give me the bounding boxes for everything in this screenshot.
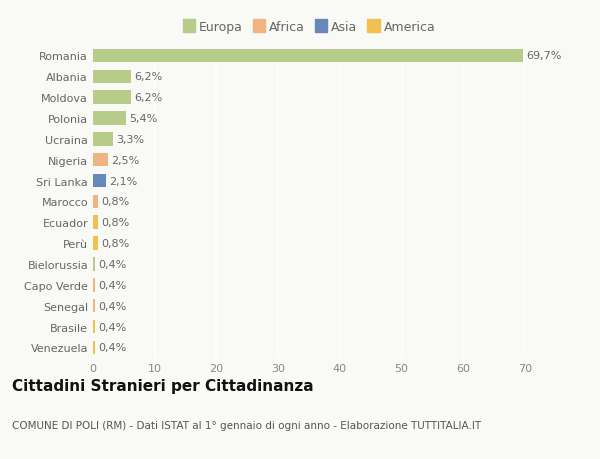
- Text: 0,8%: 0,8%: [101, 218, 129, 228]
- Bar: [93, 320, 95, 334]
- Bar: [93, 112, 127, 125]
- Bar: [93, 91, 131, 105]
- Text: COMUNE DI POLI (RM) - Dati ISTAT al 1° gennaio di ogni anno - Elaborazione TUTTI: COMUNE DI POLI (RM) - Dati ISTAT al 1° g…: [12, 420, 481, 430]
- Legend: Europa, Africa, Asia, America: Europa, Africa, Asia, America: [180, 18, 438, 37]
- Text: 0,4%: 0,4%: [98, 342, 127, 353]
- Bar: [93, 257, 95, 271]
- Bar: [93, 195, 98, 209]
- Text: 0,4%: 0,4%: [98, 259, 127, 269]
- Bar: [93, 299, 95, 313]
- Text: 0,4%: 0,4%: [98, 322, 127, 332]
- Text: 0,8%: 0,8%: [101, 197, 129, 207]
- Text: 6,2%: 6,2%: [134, 72, 163, 82]
- Text: 3,3%: 3,3%: [116, 134, 145, 145]
- Text: 6,2%: 6,2%: [134, 93, 163, 103]
- Bar: [93, 50, 523, 63]
- Bar: [93, 341, 95, 354]
- Text: 5,4%: 5,4%: [130, 114, 158, 124]
- Bar: [93, 133, 113, 146]
- Bar: [93, 216, 98, 230]
- Bar: [93, 70, 131, 84]
- Text: 0,8%: 0,8%: [101, 239, 129, 249]
- Text: 0,4%: 0,4%: [98, 280, 127, 290]
- Bar: [93, 237, 98, 250]
- Text: 2,5%: 2,5%: [112, 155, 140, 165]
- Bar: [93, 154, 109, 167]
- Text: Cittadini Stranieri per Cittadinanza: Cittadini Stranieri per Cittadinanza: [12, 379, 314, 394]
- Text: 69,7%: 69,7%: [526, 51, 562, 62]
- Bar: [93, 174, 106, 188]
- Bar: [93, 279, 95, 292]
- Text: 2,1%: 2,1%: [109, 176, 137, 186]
- Text: 0,4%: 0,4%: [98, 301, 127, 311]
